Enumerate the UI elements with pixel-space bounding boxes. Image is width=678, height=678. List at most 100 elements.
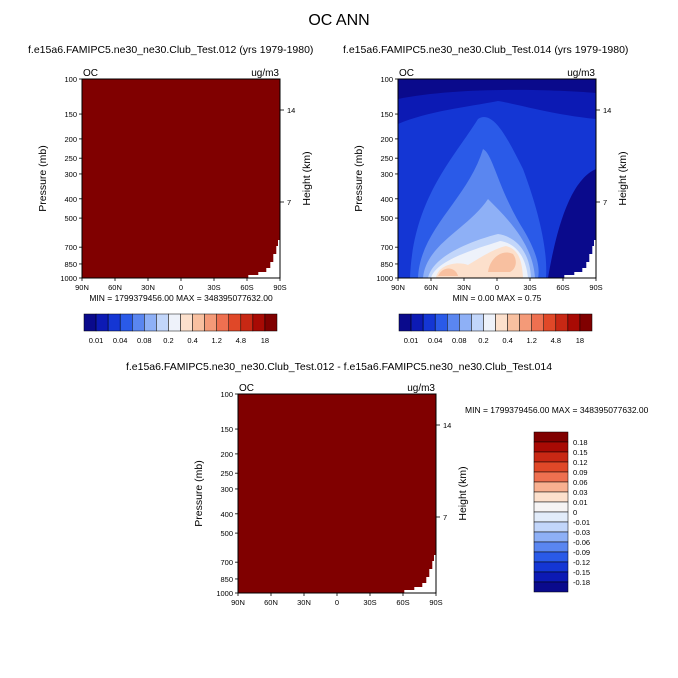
y-tick-label: 1000 — [216, 589, 233, 598]
colorbar-label: -0.09 — [573, 548, 590, 557]
field-level — [438, 268, 458, 276]
field-level — [548, 169, 596, 278]
colorbar-label: 0.4 — [502, 336, 512, 345]
panel-3-stats: MIN = 1799379456.00 MAX = 348395077632.0… — [465, 405, 649, 415]
y-tick-label: 250 — [380, 154, 393, 163]
colorbar-swatch — [533, 571, 569, 583]
colorbar-label: -0.01 — [573, 518, 590, 527]
x-tick-label: 60N — [264, 598, 278, 607]
x-tick-label: 60N — [108, 283, 122, 292]
y2-tick-label: 14 — [443, 421, 451, 430]
colorbar-swatch — [555, 313, 569, 332]
colorbar-swatch — [240, 313, 254, 332]
colorbar-swatch — [567, 313, 581, 332]
y-tick-label: 150 — [220, 425, 233, 434]
x-tick-label: 0 — [495, 283, 499, 292]
y-tick-label: 400 — [220, 510, 233, 519]
colorbar-label: 0.12 — [573, 458, 588, 467]
colorbar-label: 0 — [573, 508, 577, 517]
colorbar-swatch — [264, 313, 278, 332]
colorbar-label: 0.15 — [573, 448, 588, 457]
colorbar-label: 0.08 — [452, 336, 467, 345]
colorbar-swatch — [180, 313, 193, 332]
colorbar-swatch — [434, 313, 448, 332]
y-tick-label: 400 — [64, 195, 77, 204]
colorbar-swatch — [533, 581, 569, 593]
field-fill — [238, 394, 436, 593]
y-tick-label: 850 — [380, 260, 393, 269]
colorbar-label: 1.2 — [211, 336, 221, 345]
y-tick-label: 150 — [380, 110, 393, 119]
x-tick-label: 30N — [457, 283, 471, 292]
colorbar-swatch — [119, 313, 133, 332]
colorbar-swatch — [533, 551, 569, 563]
colorbar-swatch — [144, 313, 157, 332]
colorbar-swatch — [533, 431, 569, 443]
y2-tick-label: 7 — [443, 513, 447, 522]
colorbar-label: -0.03 — [573, 528, 590, 537]
colorbar-swatch — [107, 313, 121, 332]
colorbar-label: 0.2 — [163, 336, 173, 345]
colorbar-swatch — [533, 481, 569, 493]
panel-1-subtitle: f.e15a6.FAMIPC5.ne30_ne30.Club_Test.012 … — [28, 44, 314, 56]
colorbar-label: 0.01 — [89, 336, 104, 345]
x-tick-label: 90S — [273, 283, 286, 292]
y-tick-label: 1000 — [376, 274, 393, 283]
colorbar-swatch — [533, 451, 569, 463]
colorbar-swatch — [216, 313, 229, 332]
y-tick-label: 200 — [380, 135, 393, 144]
y-tick-label: 250 — [220, 469, 233, 478]
panel-p2-field — [398, 79, 596, 278]
y-axis-label: Pressure (mb) — [193, 460, 205, 527]
y-tick-label: 200 — [64, 135, 77, 144]
x-tick-label: 90S — [589, 283, 602, 292]
y-axis-label: Pressure (mb) — [353, 145, 365, 212]
colorbar-swatch — [95, 313, 109, 332]
y-tick-label: 700 — [220, 558, 233, 567]
colorbar-swatch — [579, 313, 593, 332]
colorbar-swatch — [252, 313, 266, 332]
x-tick-label: 30S — [207, 283, 220, 292]
colorbar-swatch — [422, 313, 436, 332]
colorbar-swatch — [228, 313, 242, 332]
y-axis-label: Pressure (mb) — [37, 145, 49, 212]
x-tick-label: 0 — [335, 598, 339, 607]
colorbar-swatch — [410, 313, 424, 332]
topography-mask — [564, 240, 596, 278]
panel-2-stats: MIN = 0.00 MAX = 0.75 — [452, 293, 542, 303]
variable-label: OC — [83, 68, 98, 79]
x-tick-label: 60S — [556, 283, 569, 292]
x-tick-label: 90S — [429, 598, 442, 607]
y-tick-label: 250 — [64, 154, 77, 163]
colorbar-label: 0.09 — [573, 468, 588, 477]
colorbar-swatch — [533, 441, 569, 453]
field-fill — [82, 79, 280, 278]
y2-axis-label: Height (km) — [617, 151, 629, 205]
colorbar-swatch — [533, 511, 569, 523]
field-level — [488, 252, 516, 272]
colorbar-swatch — [533, 471, 569, 483]
y-tick-label: 100 — [380, 75, 393, 84]
field-level — [398, 79, 596, 99]
colorbar-swatch — [483, 313, 496, 332]
colorbar-label: 0.06 — [573, 478, 588, 487]
colorbar-label: 0.01 — [404, 336, 419, 345]
y-tick-label: 700 — [64, 243, 77, 252]
y2-tick-label: 7 — [603, 198, 607, 207]
panel-p3-field — [238, 394, 436, 593]
x-tick-label: 30N — [141, 283, 155, 292]
y2-axis-label: Height (km) — [301, 151, 313, 205]
x-tick-label: 90N — [231, 598, 245, 607]
y-tick-label: 500 — [64, 214, 77, 223]
colorbar-swatch — [168, 313, 181, 332]
colorbar-label: 0.2 — [478, 336, 488, 345]
colorbar-label: 0.08 — [137, 336, 152, 345]
x-tick-label: 30S — [363, 598, 376, 607]
colorbar-label: -0.15 — [573, 568, 590, 577]
panel-2-subtitle: f.e15a6.FAMIPC5.ne30_ne30.Club_Test.014 … — [343, 44, 629, 56]
page-title: OC ANN — [308, 12, 370, 29]
y-tick-label: 100 — [220, 390, 233, 399]
colorbar-swatch — [533, 521, 569, 533]
